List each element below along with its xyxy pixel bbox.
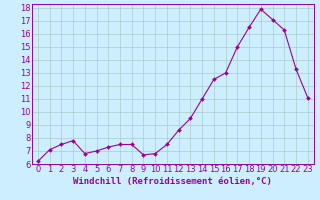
X-axis label: Windchill (Refroidissement éolien,°C): Windchill (Refroidissement éolien,°C): [73, 177, 272, 186]
